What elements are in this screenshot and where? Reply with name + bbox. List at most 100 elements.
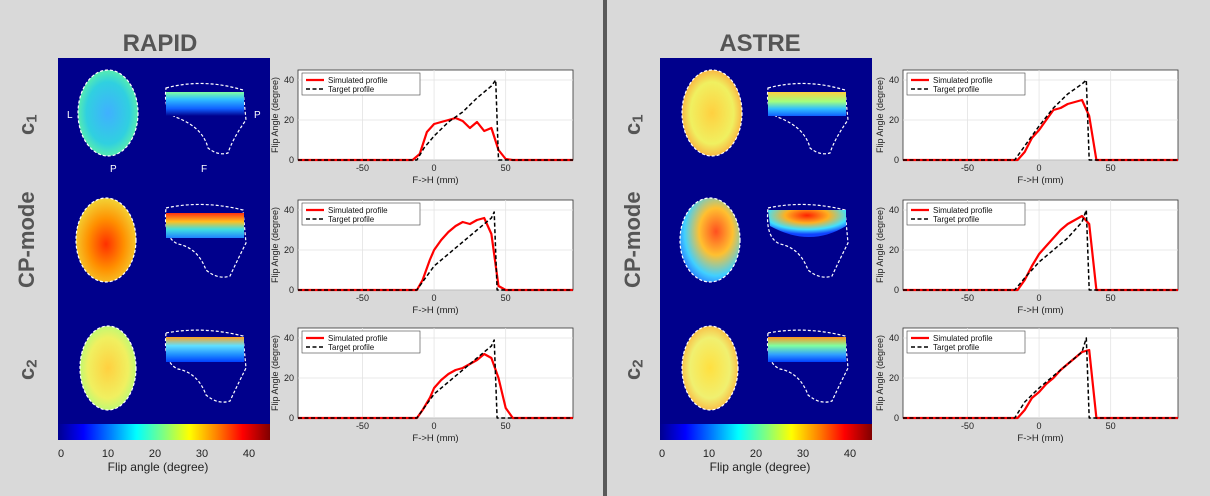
x-axis-label: F->H (mm) xyxy=(412,433,458,444)
colorbar-tick: 10 xyxy=(702,448,716,460)
legend-entry: Target profile xyxy=(933,343,980,352)
x-axis-label: F->H (mm) xyxy=(1017,175,1063,186)
y-axis-label: Flip Angle (degree) xyxy=(875,77,885,153)
row-label-c2-sub: 2 xyxy=(23,359,41,369)
brain-slices-astre xyxy=(679,69,849,411)
y-tick-label: 0 xyxy=(894,413,899,423)
legend-entry: Simulated profile xyxy=(328,206,388,215)
series-line-target xyxy=(298,339,573,419)
row-label-c2-text: c xyxy=(620,368,645,381)
series-line-target xyxy=(298,211,573,291)
series-line-target xyxy=(903,79,1178,161)
x-tick-label: -50 xyxy=(356,293,369,303)
x-tick-label: -50 xyxy=(961,293,974,303)
colorbar-tick: 40 xyxy=(843,448,857,460)
profile-plot-astre-c1: -50 0 50 0 20 40 F->H (mm) Flip Angle (degree) S… xyxy=(875,69,1179,186)
x-tick-label: -50 xyxy=(356,163,369,173)
y-axis-label: Flip Angle (degree) xyxy=(270,207,280,283)
legend-box xyxy=(906,72,1026,96)
legend-entry: Simulated profile xyxy=(933,334,993,343)
series-line-simulated xyxy=(903,348,1178,420)
row-label-c1-sub: 1 xyxy=(629,114,647,124)
row-label-c2-sub: 2 xyxy=(629,359,647,369)
colorbar-tick: 0 xyxy=(57,448,65,460)
brain-slices-rapid xyxy=(75,69,247,411)
y-tick-label: 40 xyxy=(284,333,294,343)
series-line-target xyxy=(903,337,1178,419)
row-label-c1-text: c xyxy=(14,123,39,136)
series-line-simulated xyxy=(903,98,1178,162)
y-tick-label: 40 xyxy=(284,205,294,215)
series-line-target xyxy=(903,209,1178,291)
plot-area xyxy=(297,327,574,419)
y-axis-label: Flip Angle (degree) xyxy=(270,77,280,153)
legend-entry: Simulated profile xyxy=(933,76,993,85)
colorbar-label-astre: Flip angle (degree) xyxy=(709,460,811,474)
orientation-label-posterior: P xyxy=(110,164,117,175)
colorbar-tick: 30 xyxy=(195,448,209,460)
colorbar-tick: 20 xyxy=(749,448,763,460)
colorbar-astre xyxy=(660,424,872,440)
y-axis-label: Flip Angle (degree) xyxy=(270,335,280,411)
colorbar-tick: 20 xyxy=(148,448,162,460)
y-axis-label: Flip Angle (degree) xyxy=(875,335,885,411)
row-label-c1-sub: 1 xyxy=(23,114,41,124)
profile-plot-astre-cp: -50 0 50 0 20 40 F->H (mm) Flip Angle (degree) S… xyxy=(875,199,1179,316)
y-tick-label: 20 xyxy=(889,245,899,255)
legend-entry: Target profile xyxy=(933,215,980,224)
colorbar-label-rapid: Flip angle (degree) xyxy=(107,460,209,474)
profile-plot-astre-c2: -50 0 50 0 20 40 F->H (mm) Flip Angle (degree) S… xyxy=(875,327,1179,444)
orientation-label-left: L xyxy=(67,110,73,121)
x-tick-label: 0 xyxy=(1037,293,1042,303)
y-tick-label: 20 xyxy=(889,115,899,125)
y-tick-label: 20 xyxy=(284,373,294,383)
series-line-simulated xyxy=(298,216,573,292)
colorbar-tick: 0 xyxy=(658,448,666,460)
legend-entry: Target profile xyxy=(328,85,375,94)
series-line-simulated xyxy=(298,116,573,162)
x-tick-label: 50 xyxy=(1106,163,1116,173)
series-line-target xyxy=(298,79,573,161)
x-tick-label: 50 xyxy=(1106,421,1116,431)
x-tick-label: 0 xyxy=(1037,163,1042,173)
x-tick-label: 0 xyxy=(432,163,437,173)
x-tick-label: 50 xyxy=(1106,293,1116,303)
y-tick-label: 0 xyxy=(894,285,899,295)
legend-box xyxy=(301,330,421,354)
legend-entry: Target profile xyxy=(328,343,375,352)
x-tick-label: 50 xyxy=(501,163,511,173)
row-label-c2: c2 xyxy=(620,325,646,415)
row-label-c2: c2 xyxy=(14,325,40,415)
colorbar-tick: 10 xyxy=(101,448,115,460)
y-tick-label: 20 xyxy=(284,115,294,125)
flip-angle-maps-astre xyxy=(660,58,872,438)
flip-angle-maps-rapid: L P P F xyxy=(58,58,270,438)
row-label-c1: c1 xyxy=(620,80,646,170)
method-title-rapid: RAPID xyxy=(122,30,198,57)
x-tick-label: 50 xyxy=(501,421,511,431)
legend-entry: Target profile xyxy=(328,215,375,224)
colorbar-tick: 30 xyxy=(796,448,810,460)
row-label-c2-text: c xyxy=(14,368,39,381)
colorbar-tick: 40 xyxy=(242,448,256,460)
y-tick-label: 40 xyxy=(889,205,899,215)
legend-box xyxy=(906,202,1026,226)
row-label-cp: CP-mode xyxy=(620,191,645,289)
y-tick-label: 40 xyxy=(889,75,899,85)
legend-entry: Target profile xyxy=(933,85,980,94)
legend-entry: Simulated profile xyxy=(933,206,993,215)
profile-plot-rapid-c1: -50 0 50 0 20 40 F->H (mm) Flip Angle (degree) S… xyxy=(270,69,574,186)
y-tick-label: 40 xyxy=(889,333,899,343)
y-axis-label: Flip Angle (degree) xyxy=(875,207,885,283)
orientation-label-foot: F xyxy=(201,164,208,175)
y-tick-label: 0 xyxy=(289,285,294,295)
y-tick-label: 0 xyxy=(894,155,899,165)
x-tick-label: 50 xyxy=(501,293,511,303)
x-tick-label: -50 xyxy=(961,421,974,431)
x-axis-label: F->H (mm) xyxy=(412,175,458,186)
x-tick-label: 0 xyxy=(1037,421,1042,431)
legend-box xyxy=(906,330,1026,354)
legend-entry: Simulated profile xyxy=(328,334,388,343)
x-tick-label: 0 xyxy=(432,293,437,303)
x-axis-label: F->H (mm) xyxy=(1017,305,1063,316)
